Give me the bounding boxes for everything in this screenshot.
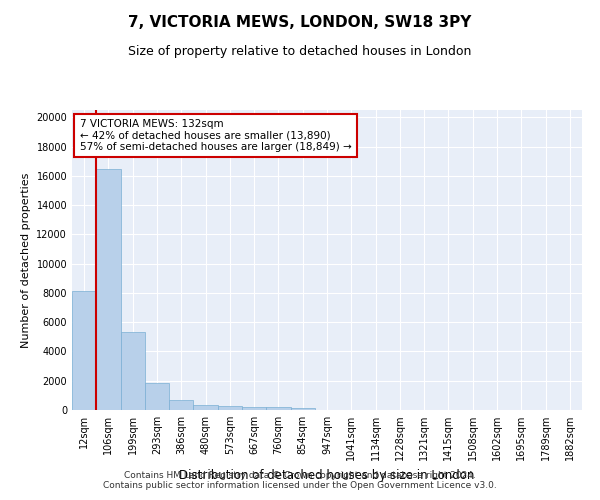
Text: Size of property relative to detached houses in London: Size of property relative to detached ho… [128,45,472,58]
Text: Contains HM Land Registry data © Crown copyright and database right 2024.
Contai: Contains HM Land Registry data © Crown c… [103,470,497,490]
Bar [145,383,169,410]
Bar [290,408,315,410]
Bar [242,407,266,410]
Bar [121,332,145,410]
Bar [266,407,290,410]
Bar [193,405,218,410]
Text: 7, VICTORIA MEWS, LONDON, SW18 3PY: 7, VICTORIA MEWS, LONDON, SW18 3PY [128,15,472,30]
Bar [96,168,121,410]
Bar [218,406,242,410]
Bar [169,400,193,410]
Y-axis label: Number of detached properties: Number of detached properties [21,172,31,348]
Bar [72,292,96,410]
Text: 7 VICTORIA MEWS: 132sqm
← 42% of detached houses are smaller (13,890)
57% of sem: 7 VICTORIA MEWS: 132sqm ← 42% of detache… [80,119,352,152]
X-axis label: Distribution of detached houses by size in London: Distribution of detached houses by size … [179,468,475,481]
